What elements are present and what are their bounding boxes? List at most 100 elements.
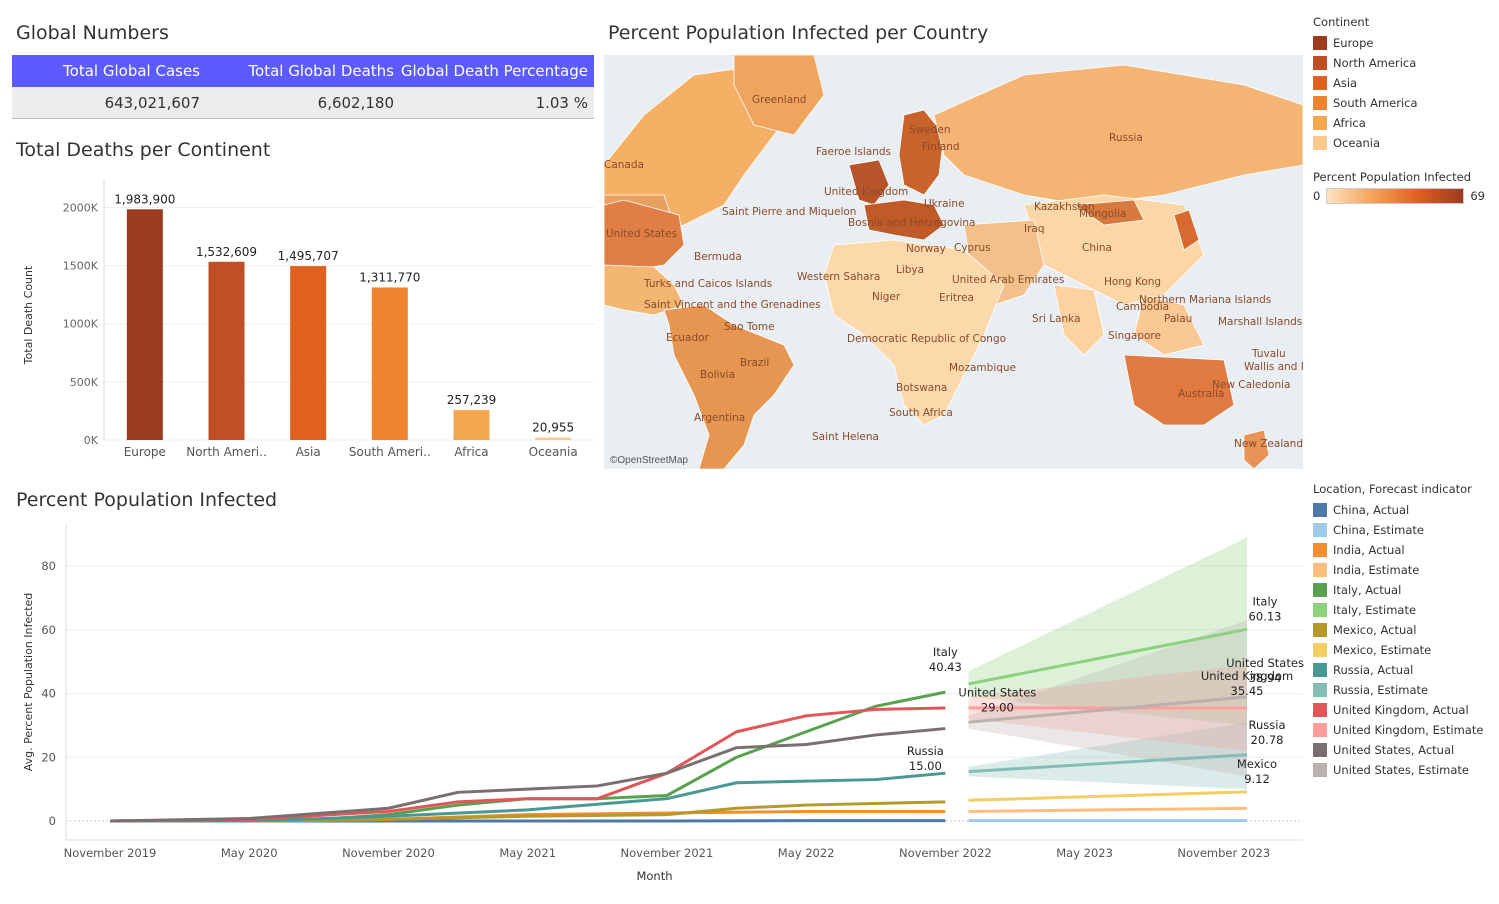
bar-y-tick-label: 0K xyxy=(84,434,99,447)
forecast-band xyxy=(968,537,1247,726)
map-country-label: Brazil xyxy=(740,357,769,369)
world-map[interactable]: Greenland Russia Canada Finland Sweden Faeroe… xyxy=(604,55,1303,469)
bar-category-label: South Ameri.. xyxy=(349,445,431,459)
map-country-label: Western Sahara xyxy=(797,271,880,283)
series-line[interactable] xyxy=(968,753,1248,774)
map-country-label: China xyxy=(1082,242,1112,254)
country-shape[interactable] xyxy=(933,64,1303,206)
line-legend-item[interactable]: Mexico, Estimate xyxy=(1313,640,1483,660)
country-shape[interactable] xyxy=(823,239,1005,426)
line-legend-item[interactable]: Italy, Actual xyxy=(1313,580,1483,600)
line-legend-item[interactable]: China, Actual xyxy=(1313,500,1483,520)
bar-category-label: North Ameri.. xyxy=(186,445,267,459)
continent-legend-swatch xyxy=(1313,56,1327,70)
value-total-cases: 643,021,607 xyxy=(104,93,200,112)
bar[interactable] xyxy=(371,287,408,440)
line-legend-label: India, Estimate xyxy=(1333,563,1420,577)
series-line[interactable] xyxy=(109,727,946,823)
map-country-label: Argentina xyxy=(694,412,745,424)
line-legend-item[interactable]: India, Actual xyxy=(1313,540,1483,560)
series-line[interactable] xyxy=(110,690,946,823)
line-legend-item[interactable]: United Kingdom, Estimate xyxy=(1313,720,1483,740)
country-shape[interactable] xyxy=(733,55,825,136)
continent-legend-item[interactable]: North America xyxy=(1313,53,1418,73)
deaths-chart-title: Total Deaths per Continent xyxy=(16,139,271,161)
line-x-tick-label: November 2023 xyxy=(1177,846,1270,860)
line-y-tick-label: 60 xyxy=(41,623,56,637)
country-shape[interactable] xyxy=(1173,209,1200,251)
series-line[interactable] xyxy=(968,627,1248,686)
bar-data-label: 257,239 xyxy=(447,393,497,407)
continent-legend-label: Africa xyxy=(1333,116,1366,130)
bar[interactable] xyxy=(126,209,163,440)
series-line[interactable] xyxy=(968,695,1248,724)
series-line[interactable] xyxy=(968,806,1248,813)
line-legend-item[interactable]: Russia, Actual xyxy=(1313,660,1483,680)
continent-legend-label: Europe xyxy=(1333,36,1374,50)
line-legend-item[interactable]: United States, Actual xyxy=(1313,740,1483,760)
country-shape[interactable] xyxy=(1053,284,1105,356)
map-country-label: Norway xyxy=(906,243,946,255)
continent-legend-item[interactable]: Oceania xyxy=(1313,133,1418,153)
line-legend-item[interactable]: India, Estimate xyxy=(1313,560,1483,580)
series-line[interactable] xyxy=(109,706,946,823)
line-legend-swatch xyxy=(1313,543,1327,557)
country-shape[interactable] xyxy=(898,109,945,196)
line-legend-item[interactable]: United Kingdom, Actual xyxy=(1313,700,1483,720)
line-legend-swatch xyxy=(1313,503,1327,517)
continent-legend-item[interactable]: Europe xyxy=(1313,33,1418,53)
country-shape[interactable] xyxy=(663,304,795,469)
map-country-label: Botswana xyxy=(896,382,947,394)
country-shape[interactable] xyxy=(1023,194,1205,306)
country-shape[interactable] xyxy=(1133,294,1205,356)
map-country-label: Ukraine xyxy=(924,198,965,210)
line-legend-swatch xyxy=(1313,563,1327,577)
line-legend-swatch xyxy=(1313,643,1327,657)
country-shape[interactable] xyxy=(863,199,945,241)
country-shape[interactable] xyxy=(848,159,890,206)
map-attribution[interactable]: ©OpenStreetMap xyxy=(610,455,688,466)
bar[interactable] xyxy=(290,266,327,440)
map-country-label: New Zealand xyxy=(1234,438,1303,450)
continent-legend-item[interactable]: Asia xyxy=(1313,73,1418,93)
map-country-label: Sao Tome xyxy=(724,321,775,333)
line-y-tick-label: 40 xyxy=(41,687,56,701)
continent-legend-item[interactable]: Africa xyxy=(1313,113,1418,133)
bar-data-label: 1,532,609 xyxy=(196,245,257,259)
bar[interactable] xyxy=(208,261,245,440)
line-legend-item[interactable]: Italy, Estimate xyxy=(1313,600,1483,620)
country-shape[interactable] xyxy=(1072,199,1145,226)
ppi-legend-title: Percent Population Infected xyxy=(1313,170,1472,184)
forecast-band xyxy=(968,620,1247,777)
line-x-tick-label: May 2023 xyxy=(1056,846,1113,860)
line-legend-item[interactable]: Mexico, Actual xyxy=(1313,620,1483,640)
line-legend-swatch xyxy=(1313,623,1327,637)
map-country-label: Marshall Islands xyxy=(1218,316,1302,328)
deaths-per-continent-chart: 0K 500K 1000K 1500K 2000K Total Death Count 1,… xyxy=(22,180,594,459)
line-legend-item[interactable]: United States, Estimate xyxy=(1313,760,1483,780)
map-country-label: Democratic Republic of Congo xyxy=(847,333,1006,345)
bar[interactable] xyxy=(453,410,490,440)
country-shape[interactable] xyxy=(1123,354,1235,426)
bar-y-tick-label: 2000K xyxy=(63,201,99,214)
forecast-band xyxy=(968,722,1247,790)
line-legend-swatch xyxy=(1313,723,1327,737)
series-line[interactable] xyxy=(968,790,1248,802)
bar-data-label: 1,495,707 xyxy=(278,249,339,263)
line-annotation-value: 35.45 xyxy=(1231,684,1264,698)
line-legend-item[interactable]: Russia, Estimate xyxy=(1313,680,1483,700)
continent-legend-item[interactable]: South America xyxy=(1313,93,1418,113)
line-annotation-value: 29.00 xyxy=(981,701,1014,715)
line-legend-item[interactable]: China, Estimate xyxy=(1313,520,1483,540)
bar[interactable] xyxy=(535,437,572,440)
series-line[interactable] xyxy=(110,771,946,823)
bar-category-label: Africa xyxy=(454,445,488,459)
value-death-percentage: 1.03 % xyxy=(535,93,588,112)
map-country-label: Libya xyxy=(896,264,924,276)
line-legend-label: Russia, Estimate xyxy=(1333,683,1429,697)
continent-legend: Continent Europe North America Asia South A… xyxy=(1313,15,1418,153)
map-country-label: Faeroe Islands xyxy=(816,146,891,158)
line-annotation-name: Mexico xyxy=(1237,757,1277,771)
map-country-label: Bolivia xyxy=(700,369,735,381)
country-shape[interactable] xyxy=(1243,429,1270,469)
